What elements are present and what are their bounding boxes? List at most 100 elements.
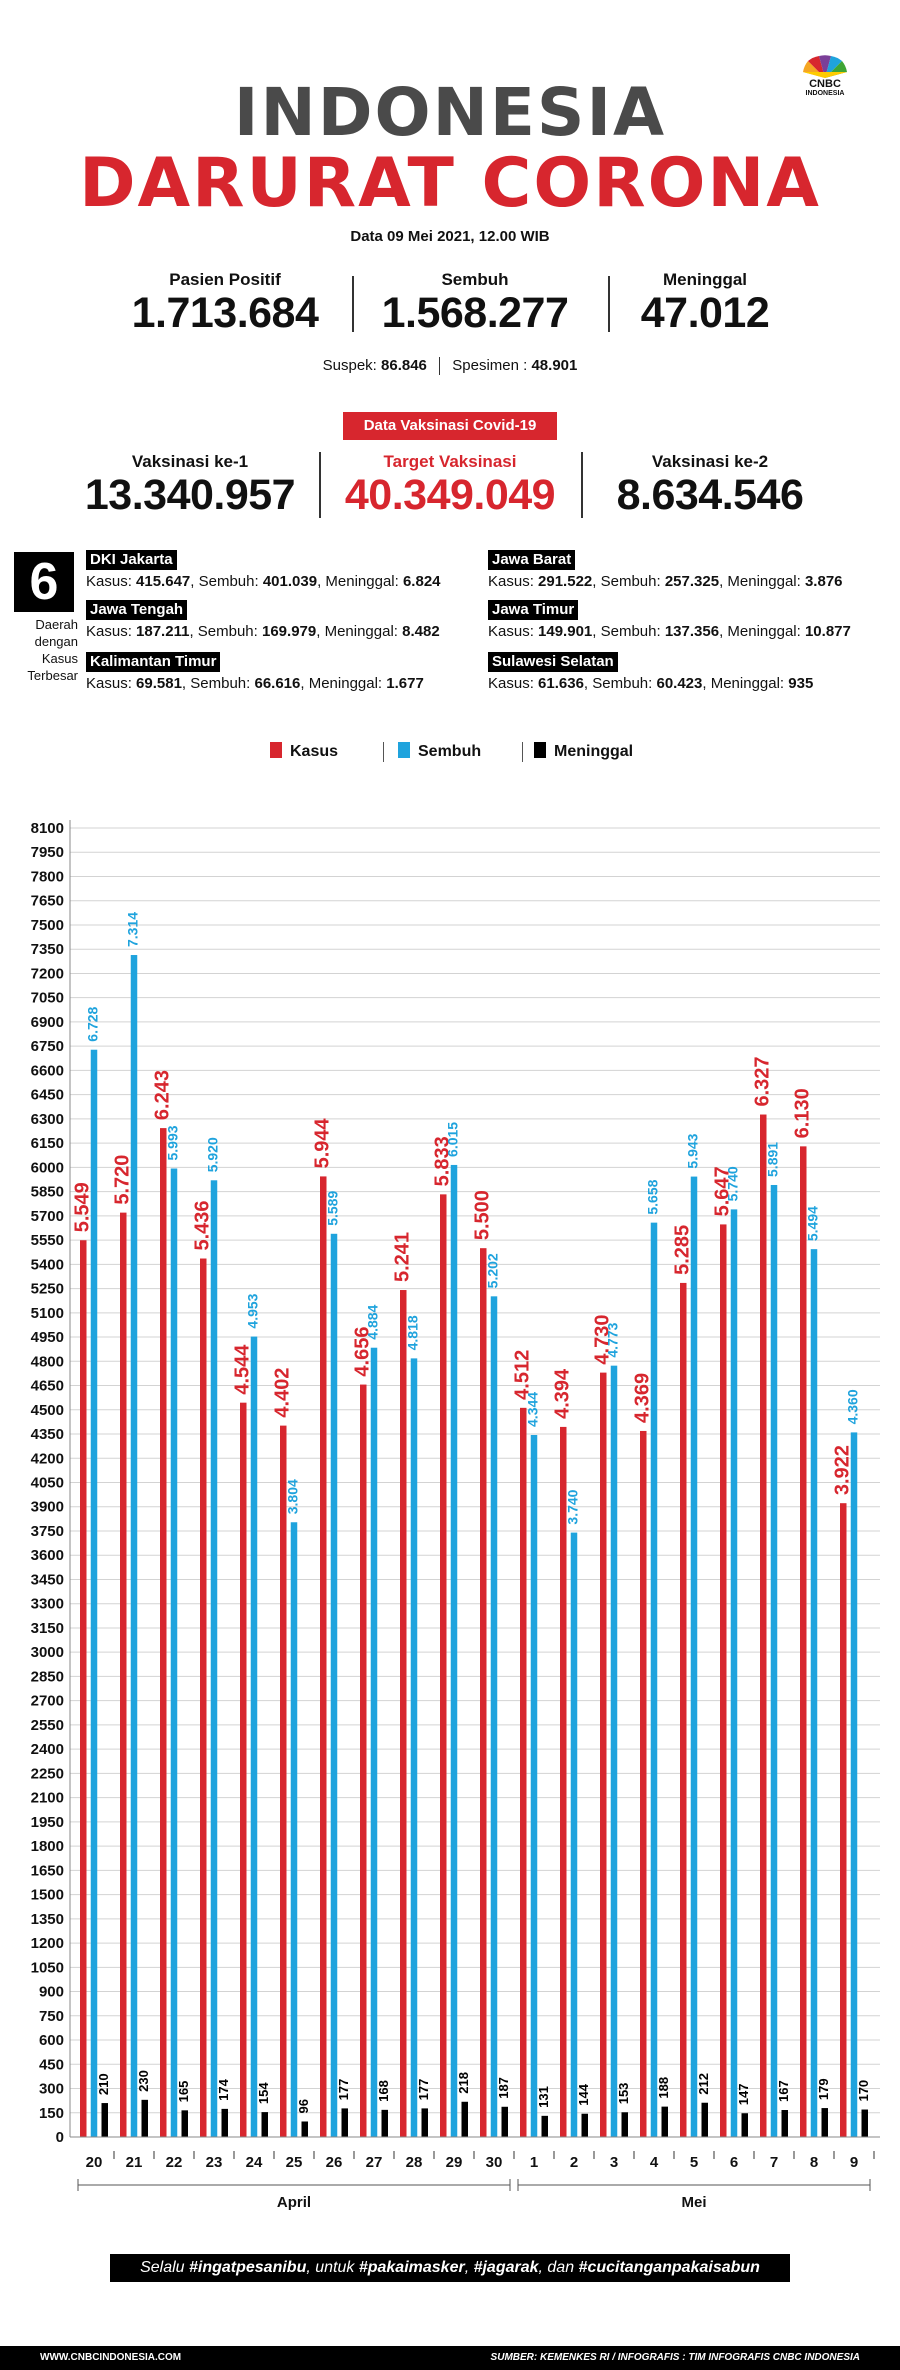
data-label-sembuh: 5.891 [765, 1142, 781, 1177]
region-item: Kalimantan Timur Kasus: 69.581, Sembuh: … [86, 652, 424, 694]
data-label-kasus: 6.130 [792, 1088, 814, 1138]
x-tick-label: 9 [850, 2154, 858, 2171]
bar-sembuh [290, 1522, 298, 2137]
stat-sembuh-value: 1.568.277 [381, 289, 569, 337]
region-caption-line: Terbesar [27, 668, 78, 683]
sembuh-label: Sembuh: [197, 623, 258, 640]
y-tick-label: 7500 [31, 917, 64, 934]
data-label-kasus: 6.243 [152, 1070, 174, 1120]
x-tick-label: 24 [246, 2154, 263, 2171]
data-label-sembuh: 5.993 [165, 1125, 181, 1160]
slogan-text: , untuk [306, 2259, 359, 2276]
data-label-meninggal: 153 [616, 2083, 631, 2105]
bar-meninggal [581, 2113, 588, 2137]
region-name: DKI Jakarta [86, 550, 177, 570]
bar-meninggal [301, 2121, 308, 2137]
vaksin-ke1: Vaksinasi ke-1 13.340.957 [60, 452, 320, 519]
data-label-meninggal: 179 [816, 2078, 831, 2100]
bar-sembuh [210, 1180, 218, 2137]
website-link[interactable]: WWW.CNBCINDONESIA.COM [40, 2352, 182, 2363]
kasus-value: 291.522 [538, 573, 593, 590]
y-tick-label: 5100 [31, 1305, 64, 1322]
x-tick-label: 29 [446, 2154, 463, 2171]
y-tick-label: 6600 [31, 1062, 64, 1079]
region-item: Jawa Timur Kasus: 149.901, Sembuh: 137.3… [488, 600, 851, 642]
region-stats: Kasus: 291.522, Sembuh: 257.325, Meningg… [488, 573, 843, 590]
y-tick-label: 3600 [31, 1547, 64, 1564]
data-label-sembuh: 5.658 [645, 1179, 661, 1214]
data-label-sembuh: 3.740 [565, 1489, 581, 1524]
stat-sembuh-label: Sembuh [441, 270, 509, 289]
sembuh-label: Sembuh: [592, 675, 653, 692]
month-label: Mei [681, 2194, 706, 2210]
bar-sembuh [330, 1233, 338, 2137]
date-line: Data 09 Mei 2021, 12.00 WIB [350, 228, 550, 245]
x-tick-label: 6 [730, 2154, 738, 2171]
data-label-meninggal: 218 [456, 2072, 471, 2094]
data-label-meninggal: 131 [536, 2086, 551, 2108]
slogan-hashtag: #cucitanganpakaisabun [578, 2259, 760, 2276]
bar-kasus [440, 1194, 447, 2137]
divider [608, 276, 610, 332]
bar-meninggal [541, 2115, 548, 2137]
bar-kasus [680, 1282, 687, 2137]
y-tick-label: 6300 [31, 1111, 64, 1128]
y-tick-label: 4500 [31, 1402, 64, 1419]
logo-subtitle: INDONESIA [805, 90, 845, 97]
sembuh-value: 257.325 [664, 573, 720, 590]
vaksin-ke1-label: Vaksinasi ke-1 [131, 452, 249, 471]
x-tick-label: 4 [650, 2154, 659, 2171]
x-tick-label: 1 [530, 2154, 538, 2171]
meninggal-value: 6.824 [402, 573, 441, 590]
y-tick-label: 450 [39, 2056, 64, 2073]
legend-item-kasus: Kasus [270, 742, 338, 762]
data-label-sembuh: 7.314 [125, 912, 141, 947]
sembuh-label: Sembuh: [190, 675, 251, 692]
meninggal-value: 1.677 [386, 675, 424, 692]
y-tick-label: 1200 [31, 1935, 64, 1952]
slogan-text: , [464, 2259, 474, 2276]
region-name: Jawa Tengah [86, 600, 188, 620]
spesimen-value: 48.901 [531, 357, 578, 374]
legend-label-kasus: Kasus [290, 743, 339, 760]
source-credit: SUMBER: KEMENKES RI / INFOGRAFIS : TIM I… [490, 2352, 860, 2363]
region-count: 6 [14, 552, 74, 612]
data-label-kasus: 4.544 [232, 1344, 254, 1395]
bar-kasus [400, 1290, 407, 2137]
kasus-label: Kasus: [488, 623, 534, 640]
bar-meninggal [261, 2112, 268, 2137]
daily-cases-chart: 0 150 300 450 600 750 900 1050 1200 1350 1500 1650 1… [31, 820, 880, 2210]
meninggal-label: Meninggal: [325, 573, 399, 590]
y-tick-label: 4050 [31, 1475, 64, 1492]
vaksin-ke1-value: 13.340.957 [84, 471, 296, 519]
spesimen-label: Spesimen : [452, 357, 528, 374]
stat-sembuh: Sembuh 1.568.277 [360, 270, 590, 337]
data-label-kasus: 4.512 [512, 1350, 534, 1400]
y-tick-label: 2700 [31, 1693, 64, 1710]
sembuh-value: 66.616 [254, 675, 301, 692]
legend-label-meninggal: Meninggal [554, 743, 634, 760]
region-item: DKI Jakarta Kasus: 415.647, Sembuh: 401.… [86, 550, 441, 592]
sembuh-value: 401.039 [262, 573, 318, 590]
data-label-sembuh: 4.818 [405, 1315, 421, 1350]
data-label-kasus: 4.730 [592, 1315, 614, 1365]
bar-sembuh [770, 1184, 778, 2137]
x-tick-label: 23 [206, 2154, 223, 2171]
data-label-meninggal: 170 [856, 2080, 871, 2102]
kasus-value: 415.647 [136, 573, 191, 590]
y-tick-label: 4800 [31, 1353, 64, 1370]
stat-positif: Pasien Positif 1.713.684 [110, 270, 340, 337]
bar-kasus [720, 1224, 727, 2137]
region-caption-line: dengan [34, 634, 78, 649]
data-label-sembuh: 5.943 [685, 1133, 701, 1168]
legend-item-meninggal: Meninggal [534, 742, 633, 762]
meninggal-value: 935 [788, 675, 814, 692]
data-label-meninggal: 187 [496, 2077, 511, 2099]
sembuh-value: 169.979 [262, 623, 317, 640]
bar-kasus [160, 1128, 167, 2137]
data-label-meninggal: 96 [296, 2099, 311, 2113]
meninggal-label: Meninggal: [710, 675, 785, 692]
region-stats: Kasus: 415.647, Sembuh: 401.039, Meningg… [86, 573, 441, 590]
bar-kasus [840, 1503, 847, 2137]
divider [352, 276, 354, 332]
